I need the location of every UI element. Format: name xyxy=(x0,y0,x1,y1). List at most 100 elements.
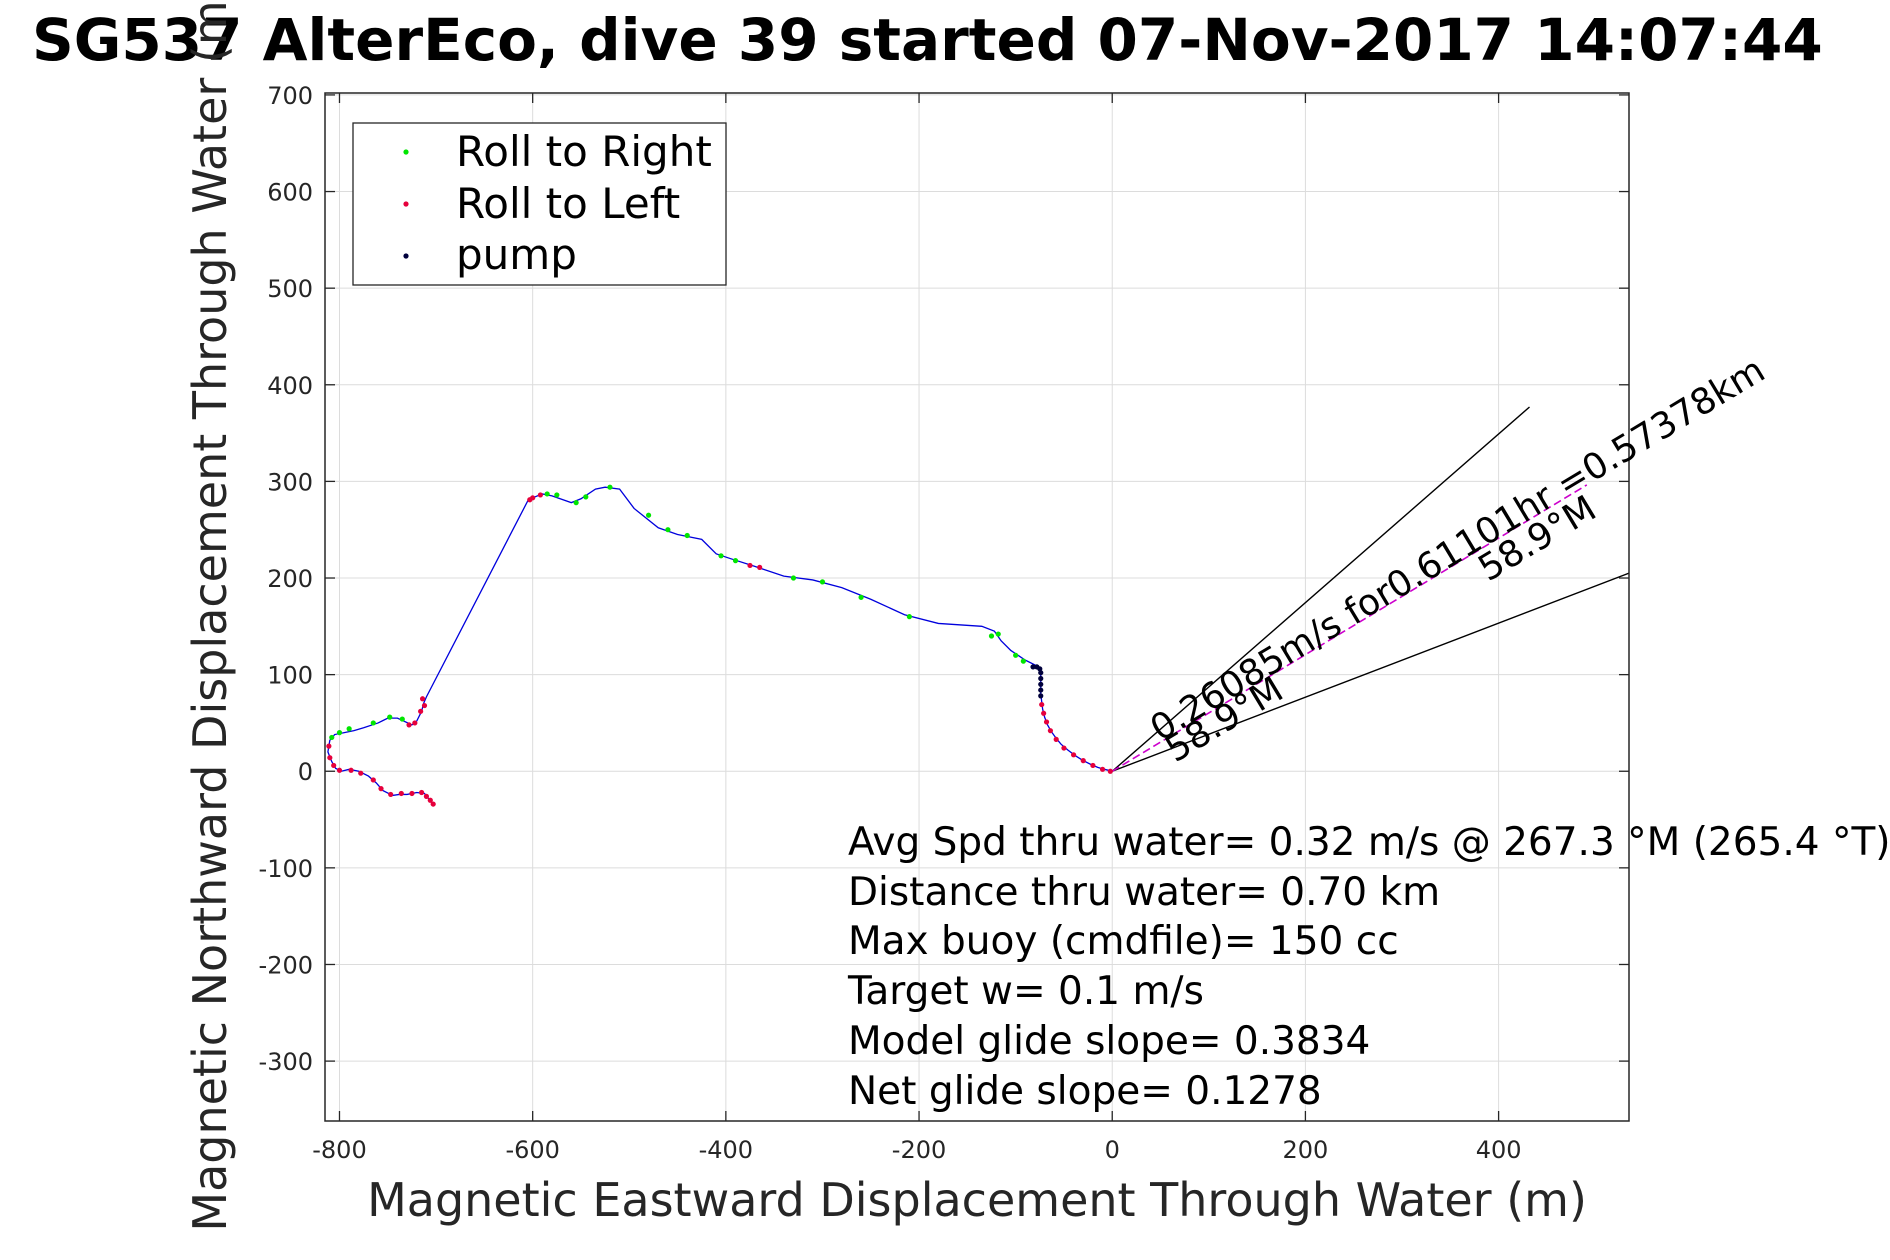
y-axis-label: Magnetic Northward Displacement Through … xyxy=(183,0,237,1232)
pump-points xyxy=(1030,664,1044,699)
annotation-avg-speed: Avg Spd thru water= 0.32 m/s @ 267.3 °M … xyxy=(848,820,1890,865)
roll-left-point xyxy=(388,791,394,798)
roll-right-point xyxy=(573,500,579,506)
pump-point xyxy=(1038,693,1044,699)
annotation-distance: Distance thru water= 0.70 km xyxy=(848,870,1440,915)
roll-left-point xyxy=(1047,728,1054,734)
roll-left-point xyxy=(747,562,753,569)
roll-right-point xyxy=(1020,658,1026,664)
roll-right-point xyxy=(906,614,912,620)
roll-left-point xyxy=(406,722,412,728)
y-tick-label: 700 xyxy=(267,82,313,110)
roll-left-point xyxy=(430,801,436,807)
roll-left-point xyxy=(1070,752,1077,758)
roll-left-point xyxy=(1053,736,1059,742)
roll-left-point xyxy=(537,492,544,498)
roll-left-point xyxy=(1039,701,1045,708)
x-tick-label: -600 xyxy=(505,1136,559,1164)
pump-point xyxy=(1038,675,1044,682)
y-tick-label: 600 xyxy=(267,179,313,207)
roll-left-point xyxy=(427,797,433,803)
roll-left-point xyxy=(419,696,426,702)
plot-frame xyxy=(324,92,1630,1122)
legend-label-roll-left: Roll to Left xyxy=(456,179,680,228)
roll-left-point xyxy=(418,789,425,796)
roll-left-point xyxy=(1043,719,1050,725)
roll-right-point xyxy=(329,734,335,741)
y-tick-label: 400 xyxy=(267,372,313,400)
roll-right-point xyxy=(387,714,393,720)
y-axis-ticks: -300 -200 -100 0 100 200 300 400 500 600 700 xyxy=(259,82,1629,1076)
x-tick-label: -800 xyxy=(312,1136,366,1164)
roll-left-point xyxy=(1061,745,1067,751)
y-tick-label: -200 xyxy=(259,951,313,979)
roll-left-point xyxy=(412,720,418,726)
roll-left-point xyxy=(1099,766,1106,772)
legend-label-roll-right: Roll to Right xyxy=(456,127,712,176)
legend-marker-pump xyxy=(403,253,409,259)
roll-left-point xyxy=(378,786,384,792)
y-tick-label: -300 xyxy=(259,1048,313,1076)
y-tick-label: 200 xyxy=(267,565,313,593)
current-line xyxy=(1111,406,1530,772)
roll-right-point xyxy=(346,726,352,732)
roll-left-point xyxy=(358,770,364,776)
y-tick-label: 300 xyxy=(267,468,313,496)
annotation-net-glide-slope: Net glide slope= 0.1278 xyxy=(848,1069,1322,1114)
roll-right-point xyxy=(336,730,343,736)
current-lines xyxy=(1111,406,1629,772)
annotation-max-buoy: Max buoy (cmdfile)= 150 cc xyxy=(848,919,1399,964)
roll-left-point xyxy=(1041,710,1047,716)
pump-point xyxy=(1038,681,1044,687)
roll-right-point xyxy=(399,716,405,722)
roll-right-point xyxy=(645,512,652,518)
plot-contents xyxy=(326,406,1629,807)
roll-left-point xyxy=(331,762,337,769)
roll-right-point xyxy=(790,575,797,581)
y-tick-label: -100 xyxy=(259,855,313,883)
roll-left-point xyxy=(336,767,343,773)
roll-left-point xyxy=(1090,762,1096,769)
legend-marker-roll-right xyxy=(403,149,409,155)
pump-point xyxy=(1034,664,1040,670)
x-axis-label: Magnetic Eastward Displacement Through W… xyxy=(367,1173,1587,1227)
roll-left-point xyxy=(326,743,332,749)
roll-left-point xyxy=(1080,758,1086,764)
legend-box xyxy=(352,122,727,286)
bearing-line xyxy=(1111,484,1588,772)
roll-left-point xyxy=(409,790,415,797)
roll-right-point xyxy=(819,579,826,585)
roll-right-point xyxy=(583,494,589,500)
x-tick-label: 200 xyxy=(1283,1136,1329,1164)
y-tick-label: 100 xyxy=(267,662,313,690)
pump-point xyxy=(1038,687,1044,693)
annotation-target-w: Target w= 0.1 m/s xyxy=(847,969,1204,1014)
y-tick-label: 500 xyxy=(267,275,313,303)
y-tick-label: 0 xyxy=(298,758,313,786)
roll-right-point xyxy=(684,532,690,539)
roll-right-point xyxy=(665,527,671,533)
roll-right-points xyxy=(329,484,1026,741)
x-tick-label: -200 xyxy=(892,1136,946,1164)
roll-right-point xyxy=(858,594,864,600)
current-line xyxy=(1111,572,1629,772)
x-axis-ticks: -800 -600 -400 -200 0 200 400 xyxy=(312,93,1522,1164)
roll-right-point xyxy=(732,558,739,564)
roll-right-point xyxy=(995,631,1001,637)
roll-right-point xyxy=(988,633,995,639)
roll-right-point xyxy=(1013,652,1019,658)
roll-left-point xyxy=(398,790,404,797)
roll-left-point xyxy=(527,497,533,503)
x-tick-label: 400 xyxy=(1476,1136,1522,1164)
roll-right-point xyxy=(544,491,550,497)
roll-right-point xyxy=(718,553,724,559)
roll-left-point xyxy=(418,708,424,714)
roll-left-point xyxy=(757,564,763,570)
x-tick-label: 0 xyxy=(1105,1136,1120,1164)
roll-left-points xyxy=(326,492,1113,807)
roll-right-point xyxy=(370,720,376,726)
annotation-model-glide-slope: Model glide slope= 0.3834 xyxy=(848,1019,1370,1064)
pump-point xyxy=(1030,664,1036,670)
roll-left-point xyxy=(327,755,333,761)
